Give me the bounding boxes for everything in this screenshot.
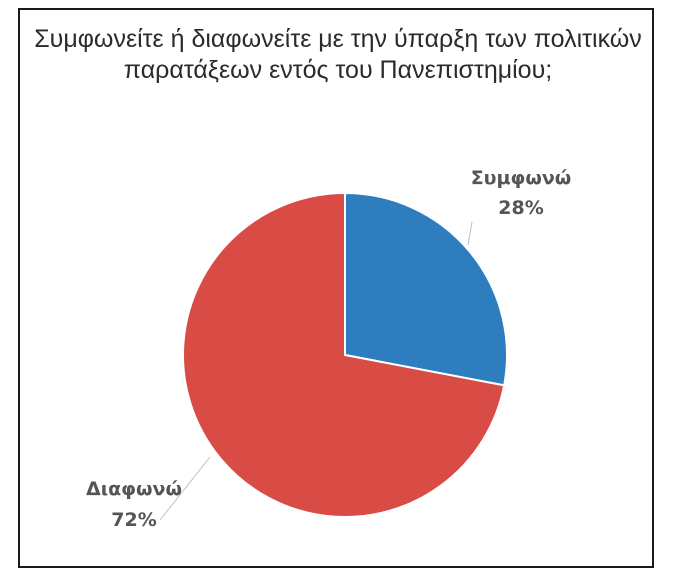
pie-slice-disagree [182, 191, 506, 518]
leader-line-disagree [159, 456, 211, 521]
chart-title-line-1: Συμφωνείτε ή διαφωνείτε με την ύπαρξη τω… [34, 25, 642, 53]
slice-label-disagree-name: Διαφωνώ [86, 478, 182, 500]
pie-chart: Συμφωνώ 28% Διαφωνώ 72% [86, 167, 571, 531]
chart-title: Συμφωνείτε ή διαφωνείτε με την ύπαρξη τω… [20, 24, 656, 86]
slice-label-agree-value: 28% [498, 197, 543, 219]
chart-title-line-2: παρατάξεων εντός του Πανεπιστημίου; [123, 56, 553, 84]
pie-slices [182, 191, 508, 518]
leader-line-agree [467, 221, 473, 246]
pie-slice-agree [344, 191, 508, 387]
slice-label-agree-name: Συμφωνώ [471, 167, 572, 189]
slice-label-disagree-value: 72% [111, 509, 156, 531]
data-labels: Συμφωνώ 28% Διαφωνώ 72% [86, 167, 571, 531]
leader-lines [159, 221, 473, 521]
